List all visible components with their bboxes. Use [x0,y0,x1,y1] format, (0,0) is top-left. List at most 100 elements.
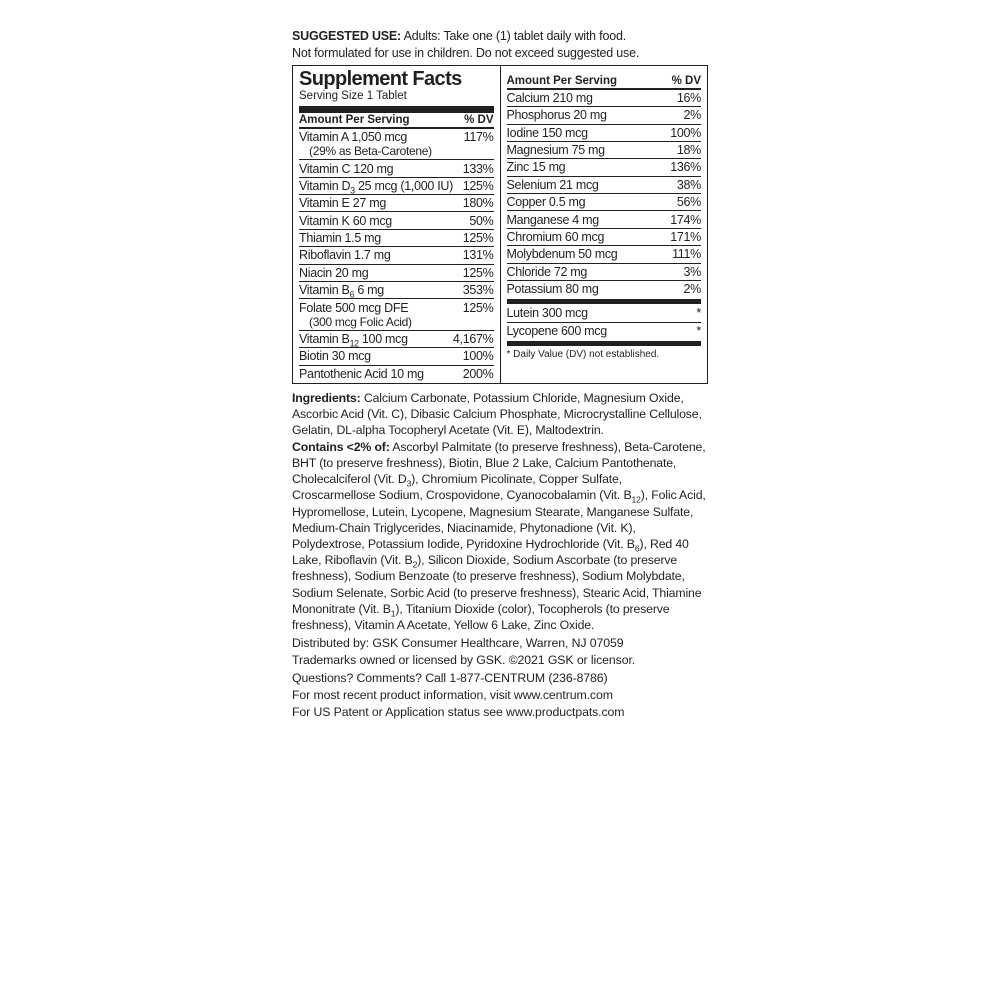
nutrient-row: Vitamin K 60 mcg 50% [299,211,494,228]
nutrient-row: Vitamin E 27 mg 180% [299,194,494,211]
patent: For US Patent or Application status see … [292,704,708,721]
nutrient-row: Calcium 210 mg 16% [507,90,702,106]
nutrient-name: Calcium 210 mg [507,91,593,105]
nutrient-row: Lycopene 600 mcg* [507,322,702,339]
left-nutrients: Vitamin A 1,050 mcg 117%(29% as Beta-Caro… [299,129,494,382]
nutrient-row: Chromium 60 mcg171% [507,228,702,245]
nutrient-dv: 3% [684,265,701,279]
nutrient-dv: 125% [463,266,494,280]
label-panel: SUGGESTED USE: Adults: Take one (1) tabl… [292,28,708,1000]
header-dv: % DV [464,114,493,126]
nutrient-name: Phosphorus 20 mg [507,108,607,122]
right-nutrients: Calcium 210 mg 16% Phosphorus 20 mg 2% Iodin… [507,90,702,298]
facts-column-right: Amount Per Serving % DV Calcium 210 mg 16… [501,66,708,383]
nutrient-row: Vitamin C 120 mg133% [299,159,494,176]
nutrient-name: Vitamin E 27 mg [299,196,386,210]
nutrient-name: Vitamin A 1,050 mcg [299,130,407,144]
right-nutrients-2: Lutein 300 mcg * Lycopene 600 mcg* [507,305,702,339]
nutrient-row: Lutein 300 mcg * [507,305,702,321]
nutrient-dv: 18% [677,143,701,157]
nutrient-dv: 180% [463,196,494,210]
nutrient-row: Magnesium 75 mg 18% [507,141,702,158]
nutrient-dv: 2% [684,282,701,296]
nutrient-name: Iodine 150 mcg [507,126,588,140]
nutrient-name: Chromium 60 mcg [507,230,605,244]
nutrient-dv: 133% [463,162,494,176]
nutrient-name: Vitamin K 60 mcg [299,214,392,228]
nutrient-dv: 56% [677,195,701,209]
supplement-facts-box: Supplement Facts Serving Size 1 Tablet A… [292,65,708,384]
divider-bar [299,106,494,113]
nutrient-sub: (29% as Beta-Carotene) [299,143,494,159]
nutrient-name: Vitamin D3 25 mcg (1,000 IU) [299,179,453,193]
nutrient-row: Thiamin 1.5 mg 125% [299,229,494,246]
ingredients-label: Ingredients: [292,391,361,405]
nutrient-dv: 111% [672,247,701,261]
nutrient-row: Manganese 4 mg174% [507,210,702,227]
trademark: Trademarks owned or licensed by GSK. ©20… [292,652,708,669]
nutrient-row: Chloride 72 mg 3% [507,263,702,280]
nutrient-row: Phosphorus 20 mg 2% [507,106,702,123]
nutrient-dv: 131% [463,248,494,262]
header-amount: Amount Per Serving [507,75,618,87]
nutrient-row: Vitamin D3 25 mcg (1,000 IU) 125% [299,177,494,194]
nutrient-row: Zinc 15 mg 136% [507,158,702,175]
nutrient-row: Vitamin B6 6 mg353% [299,281,494,298]
nutrient-dv: 2% [684,108,701,122]
nutrient-name: Manganese 4 mg [507,213,599,227]
divider-bar [507,341,702,346]
nutrient-name: Potassium 80 mg [507,282,599,296]
nutrient-row: Iodine 150 mcg100% [507,124,702,141]
nutrient-name: Molybdenum 50 mcg [507,247,618,261]
nutrient-dv: 353% [463,283,494,297]
facts-title: Supplement Facts [299,69,494,89]
nutrient-name: Chloride 72 mg [507,265,588,279]
nutrient-name: Selenium 21 mcg [507,178,599,192]
nutrient-dv: 125% [463,301,494,315]
nutrient-row: Biotin 30 mcg 100% [299,347,494,364]
contact: Questions? Comments? Call 1-877-CENTRUM … [292,670,708,687]
nutrient-name: Folate 500 mcg DFE [299,301,408,315]
nutrient-name: Niacin 20 mg [299,266,368,280]
nutrient-row: Vitamin A 1,050 mcg 117% [299,129,494,145]
nutrient-row: Riboflavin 1.7 mg 131% [299,246,494,263]
nutrient-dv: 16% [677,91,701,105]
nutrient-dv: 125% [463,231,494,245]
nutrient-row: Vitamin B12 100 mcg4,167% [299,330,494,347]
nutrient-name: Zinc 15 mg [507,160,566,174]
nutrient-row: Folate 500 mcg DFE 125% [299,298,494,315]
nutrient-dv: * [696,306,701,320]
nutrient-name: Lutein 300 mcg [507,306,588,320]
contains-label: Contains <2% of: [292,440,390,454]
nutrient-dv: 38% [677,178,701,192]
nutrient-row: Niacin 20 mg 125% [299,264,494,281]
column-header-right: Amount Per Serving % DV [507,75,702,90]
column-header-left: Amount Per Serving % DV [299,114,494,129]
header-dv: % DV [672,75,701,87]
nutrient-dv: 4,167% [453,332,494,346]
nutrient-name: Copper 0.5 mg [507,195,586,209]
nutrient-name: Thiamin 1.5 mg [299,231,381,245]
nutrient-dv: 125% [463,179,494,193]
nutrient-row: Copper 0.5 mg 56% [507,193,702,210]
nutrient-name: Magnesium 75 mg [507,143,605,157]
header-amount: Amount Per Serving [299,114,410,126]
serving-size: Serving Size 1 Tablet [299,90,494,102]
nutrient-name: Riboflavin 1.7 mg [299,248,390,262]
nutrient-name: Biotin 30 mcg [299,349,371,363]
nutrient-dv: 50% [469,214,493,228]
nutrient-dv: 117% [464,130,494,144]
suggested-text1: Adults: Take one (1) tablet daily with f… [401,29,626,43]
suggested-text2: Not formulated for use in children. Do n… [292,46,639,60]
nutrient-dv: 200% [463,367,494,381]
nutrient-name: Lycopene 600 mcg [507,324,607,338]
contains-text: Ascorbyl Palmitate (to preserve freshnes… [292,440,706,632]
nutrient-dv: 100% [463,349,494,363]
facts-column-left: Supplement Facts Serving Size 1 Tablet A… [293,66,501,383]
nutrient-row: Selenium 21 mcg 38% [507,176,702,193]
suggested-use: SUGGESTED USE: Adults: Take one (1) tabl… [292,28,708,62]
nutrient-sub: (300 mcg Folic Acid) [299,314,494,330]
nutrient-dv: 136% [670,160,701,174]
nutrient-row: Pantothenic Acid 10 mg200% [299,365,494,382]
website: For most recent product information, vis… [292,687,708,704]
